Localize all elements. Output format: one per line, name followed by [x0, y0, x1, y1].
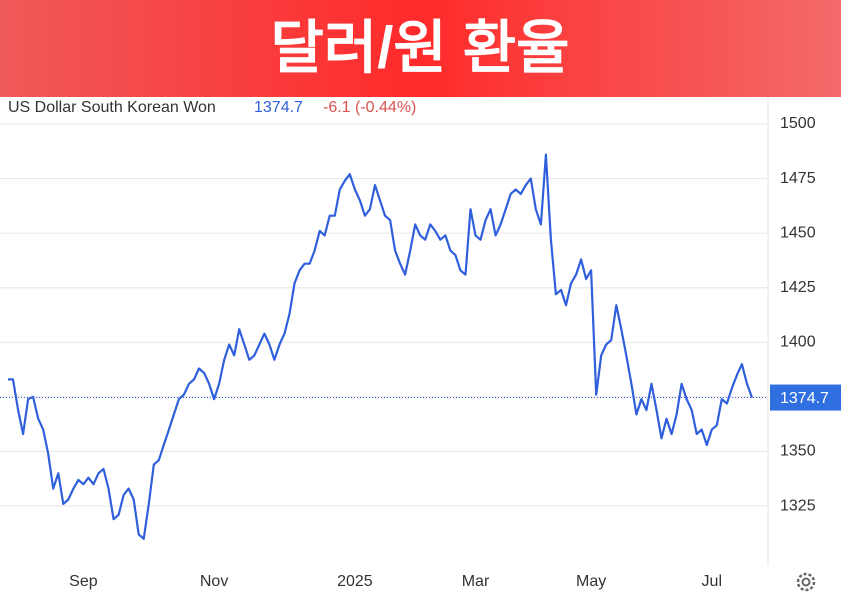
x-tick-label: 2025 [337, 573, 373, 590]
series-name: US Dollar South Korean Won [8, 99, 216, 116]
last-value: 1374.7 [254, 99, 303, 116]
x-tick-label: Sep [69, 573, 98, 590]
gear-inner[interactable] [801, 577, 811, 587]
y-tick-label: 1500 [780, 115, 816, 132]
x-tick-label: Jul [702, 573, 722, 590]
last-value-badge-label: 1374.7 [780, 390, 829, 407]
y-tick-label: 1425 [780, 279, 816, 296]
x-tick-label: May [576, 573, 606, 590]
y-tick-label: 1450 [780, 224, 816, 241]
change: -6.1 (-0.44%) [323, 99, 416, 116]
y-tick-label: 1350 [780, 443, 816, 460]
y-tick-label: 1400 [780, 334, 816, 351]
price-line [8, 153, 754, 540]
x-tick-label: Nov [200, 573, 228, 590]
gear-outer[interactable] [796, 572, 816, 592]
x-tick-label: Mar [462, 573, 490, 590]
chart-title: 달러/원 환율 [270, 15, 569, 80]
y-tick-label: 1475 [780, 170, 816, 187]
title-banner [0, 0, 841, 97]
y-tick-label: 1325 [780, 497, 816, 514]
last-value-badge [770, 384, 841, 411]
settings-icon[interactable] [796, 572, 816, 592]
